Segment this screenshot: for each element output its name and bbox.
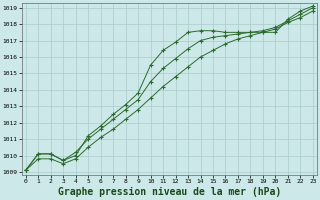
X-axis label: Graphe pression niveau de la mer (hPa): Graphe pression niveau de la mer (hPa) [58, 187, 281, 197]
